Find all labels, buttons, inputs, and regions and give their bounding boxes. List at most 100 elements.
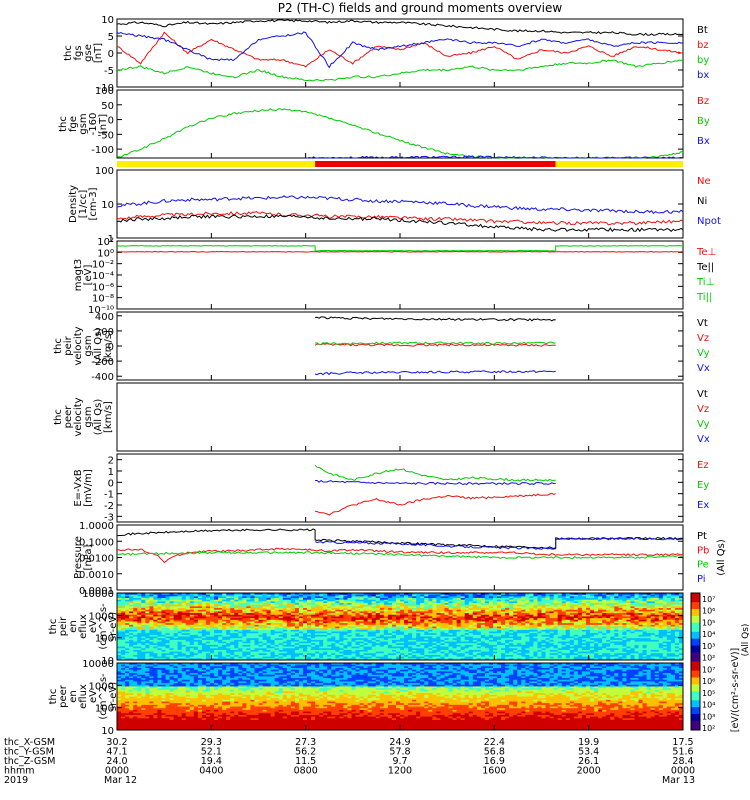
- spectrogram-cell: [371, 631, 377, 634]
- spectrogram-cell: [339, 618, 344, 621]
- spectrogram-cell: [137, 631, 142, 634]
- spectrogram-cell: [428, 624, 433, 627]
- spectrogram-cell: [436, 603, 441, 606]
- spectrogram-cell: [169, 634, 175, 638]
- spectrogram-cell: [246, 641, 251, 644]
- spectrogram-cell: [658, 608, 664, 611]
- spectrogram-cell: [598, 608, 603, 611]
- spectrogram-cell: [117, 611, 122, 614]
- spectrogram-cell: [153, 594, 158, 597]
- spectrogram-cell: [214, 633, 219, 636]
- spectrogram-cell: [205, 613, 211, 616]
- spectrogram-cell: [602, 598, 607, 601]
- spectrogram-cell: [355, 621, 361, 624]
- spectrogram-cell: [355, 604, 361, 607]
- spectrogram-cell: [307, 623, 312, 626]
- spectrogram-cell: [226, 641, 231, 644]
- spectrogram-cell: [581, 634, 587, 638]
- spectrogram-cell: [331, 621, 336, 624]
- spectrogram-cell: [197, 631, 203, 634]
- spectrogram-cell: [614, 638, 619, 641]
- spectrogram-cell: [529, 621, 534, 624]
- spectrogram-cell: [626, 633, 631, 636]
- spectrogram-cell: [359, 604, 365, 607]
- spectrogram-cell: [311, 611, 316, 614]
- spectrogram-cell: [646, 626, 652, 629]
- spectrogram-cell: [529, 593, 534, 596]
- spectrogram-cell: [456, 613, 462, 616]
- spectrogram-cell: [662, 618, 668, 621]
- spectrogram-cell: [678, 629, 684, 633]
- spectrogram-cell: [420, 593, 425, 596]
- spectrogram-cell: [614, 599, 619, 602]
- spectrogram-cell: [533, 604, 538, 607]
- spectrogram-cell: [545, 614, 551, 617]
- spectrogram-cell: [234, 599, 239, 602]
- spectrogram-cell: [266, 609, 272, 612]
- spectrogram-cell: [488, 624, 494, 627]
- spectrogram-cell: [311, 613, 316, 616]
- spectrogram-cell: [513, 629, 518, 633]
- spectrogram-cell: [238, 596, 243, 599]
- spectrogram-cell: [634, 639, 640, 643]
- spectrogram-cell: [424, 606, 429, 609]
- spectrogram-cell: [246, 603, 251, 606]
- spectrogram-cell: [412, 624, 417, 627]
- spectrogram-cell: [222, 604, 227, 607]
- spectrogram-cell: [598, 611, 603, 614]
- spectrogram-cell: [634, 599, 640, 602]
- spectrogram-cell: [670, 618, 676, 621]
- spectrogram-cell: [387, 606, 393, 609]
- y-axis-label: [km/s]: [103, 330, 114, 362]
- spectrogram-cell: [226, 606, 231, 609]
- spectrogram-cell: [274, 594, 280, 597]
- spectrogram-cell: [602, 638, 607, 641]
- spectrogram-cell: [472, 618, 478, 621]
- spectrogram-cell: [488, 601, 494, 604]
- spectrogram-cell: [460, 638, 466, 641]
- spectrogram-cell: [302, 628, 308, 631]
- spectrogram-cell: [230, 626, 235, 629]
- spectrogram-cell: [157, 619, 162, 622]
- spectrogram-cell: [117, 604, 122, 607]
- spectrogram-cell: [561, 624, 567, 627]
- figure-title: P2 (TH-C) fields and ground moments over…: [278, 1, 563, 15]
- spectrogram-cell: [302, 638, 308, 641]
- spectrogram-cell: [298, 614, 304, 617]
- spectrogram-cell: [173, 599, 179, 602]
- spectrogram-cell: [658, 636, 664, 639]
- spectrogram-cell: [585, 594, 591, 597]
- spectrogram-cell: [242, 593, 247, 596]
- spectrogram-cell: [169, 606, 175, 609]
- spectrogram-cell: [250, 601, 255, 604]
- spectrogram-cell: [383, 611, 389, 614]
- spectrogram-cell: [521, 601, 526, 604]
- spectrogram-cell: [201, 614, 207, 617]
- spectrogram-cell: [290, 638, 296, 641]
- spectrogram-cell: [278, 604, 284, 607]
- spectrogram-cell: [444, 601, 450, 604]
- spectrogram-cell: [472, 626, 478, 629]
- spectrogram-cell: [137, 608, 142, 611]
- spectrogram-cell: [262, 628, 268, 631]
- series-line-Ez: [315, 492, 556, 516]
- spectrogram-cell: [387, 614, 393, 617]
- spectrogram-cell: [606, 599, 611, 602]
- spectrogram-cell: [327, 616, 332, 619]
- spectrogram-cell: [658, 626, 664, 629]
- spectrogram-cell: [375, 614, 381, 617]
- spectrogram-cell: [311, 618, 316, 621]
- spectrogram-cell: [666, 593, 672, 596]
- spectrogram-cell: [274, 593, 280, 596]
- spectrogram-cell: [290, 623, 296, 626]
- spectrogram-cell: [549, 608, 555, 611]
- spectrogram-cell: [319, 623, 324, 626]
- spectrogram-cell: [577, 603, 583, 606]
- spectrogram-cell: [666, 598, 672, 601]
- spectrogram-cell: [262, 619, 268, 622]
- spectrogram-cell: [436, 596, 441, 599]
- spectrogram-cell: [533, 613, 538, 616]
- spectrogram-cell: [602, 599, 607, 602]
- spectrogram-cell: [509, 623, 514, 626]
- spectrogram-cell: [254, 641, 259, 644]
